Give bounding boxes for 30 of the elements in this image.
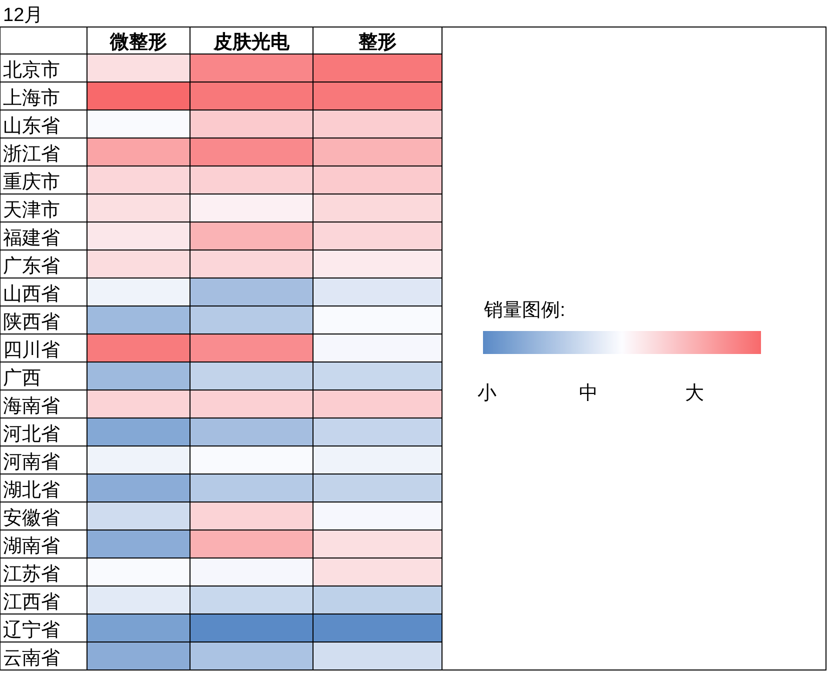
y-tick-label: 陕西省: [3, 312, 60, 333]
chart-title: 12月: [3, 5, 44, 26]
y-tick-label: 河南省: [3, 452, 60, 473]
y-tick-label: 重庆市: [3, 171, 60, 193]
y-tick-label: 海南省: [3, 396, 60, 417]
color-bar-label: 小: [478, 383, 496, 404]
y-tick-label: 辽宁省: [3, 619, 60, 641]
x-tick-label: 微整形: [109, 32, 167, 53]
color-bar-label: 中: [579, 383, 598, 404]
y-tick-label: 湖南省: [3, 536, 60, 557]
y-tick-label: 上海市: [3, 87, 60, 109]
x-tick-label: 皮肤光电: [212, 31, 290, 53]
y-tick-label: 四川省: [3, 340, 60, 361]
y-tick-label: 江西省: [3, 592, 60, 613]
y-tick-label: 河北省: [3, 424, 60, 445]
x-tick-label: 整形: [358, 32, 396, 53]
y-tick-label: 福建省: [3, 228, 60, 249]
y-tick-label: 北京市: [3, 59, 60, 81]
y-tick-label: 广东省: [3, 255, 60, 277]
color-bar-label: 大: [684, 383, 704, 404]
y-tick-label: 山东省: [3, 116, 60, 137]
y-tick-label: 广西: [3, 367, 41, 389]
y-tick-label: 浙江省: [3, 144, 60, 165]
y-tick-label: 江苏省: [3, 564, 60, 585]
color-bar-title: 销量图例:: [483, 300, 566, 321]
y-tick-label: 云南省: [3, 648, 60, 669]
y-tick-label: 山西省: [3, 284, 60, 305]
y-tick-label: 安徽省: [3, 507, 60, 529]
y-tick-label: 天津市: [3, 199, 60, 221]
y-tick-label: 湖北省: [3, 480, 60, 501]
